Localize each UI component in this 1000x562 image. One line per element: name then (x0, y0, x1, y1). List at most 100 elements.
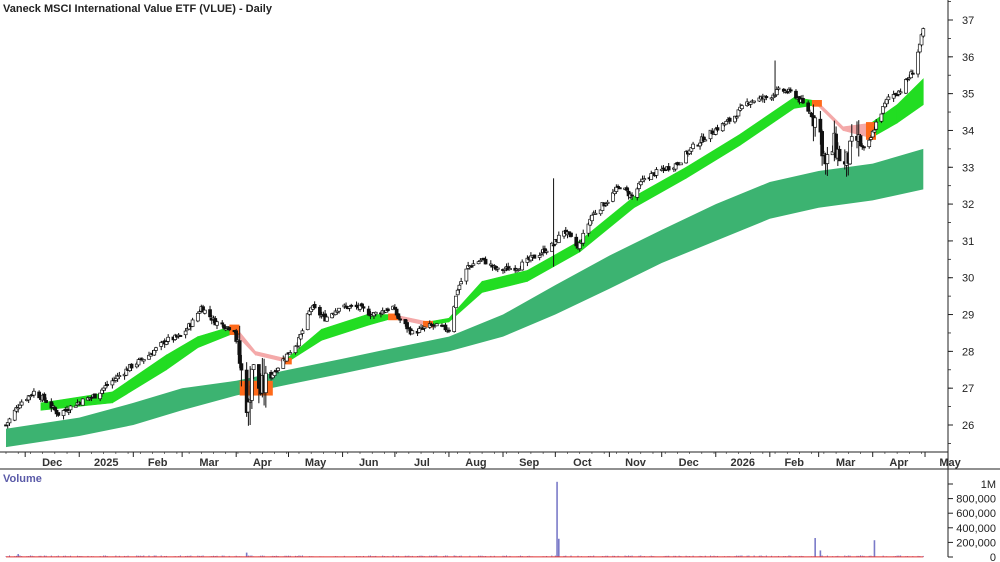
price-bar-body (98, 392, 103, 400)
price-bar-body (452, 306, 457, 332)
y-tick-label: 27 (962, 383, 974, 395)
price-bar-body (276, 367, 280, 371)
price-bar-body (556, 234, 561, 243)
volume-y-tick-label: 400,000 (956, 523, 996, 535)
y-tick-label: 31 (962, 236, 974, 248)
price-bar-body (764, 96, 769, 99)
price-bar-body (604, 203, 608, 206)
price-bar-body (447, 329, 451, 332)
y-tick-label: 36 (962, 52, 974, 64)
price-bar-body (244, 369, 249, 413)
price-bar-body (237, 340, 242, 364)
volume-title: Volume (3, 473, 42, 485)
x-tick-label: Apr (253, 457, 273, 469)
price-bar-body (300, 330, 305, 334)
x-tick-label: Dec (679, 457, 699, 469)
price-bar-body (18, 404, 22, 409)
x-tick-label: 2026 (731, 457, 755, 469)
price-bar-body (422, 326, 427, 329)
fast-ribbon-turn (388, 313, 399, 321)
price-bar-body (61, 410, 66, 416)
y-tick-label: 30 (962, 273, 974, 285)
price-bar-body (724, 121, 729, 125)
price-bar-body (858, 135, 863, 147)
price-bar-body (801, 98, 805, 104)
price-bar-body (93, 393, 97, 399)
price-bar-body (708, 129, 713, 140)
price-bar-body (42, 393, 47, 400)
price-bar-body (190, 319, 195, 327)
price-bar-body (818, 118, 823, 133)
price-bar-body (917, 43, 922, 53)
price-bar-body (872, 129, 877, 133)
price-bar-body (788, 89, 793, 92)
price-bar-body (624, 187, 629, 191)
price-bar-body (103, 385, 108, 389)
price-bar-body (736, 109, 741, 117)
price-bar-body (89, 396, 94, 399)
price-bar-body (630, 194, 634, 197)
price-bar-body (443, 324, 448, 331)
price-bar-body (325, 316, 329, 322)
price-bar-body (457, 284, 462, 290)
y-tick-label: 29 (962, 310, 974, 322)
price-bar-body (495, 267, 500, 270)
price-bar-body (666, 166, 671, 171)
price-bar-body (691, 143, 695, 149)
price-bar-body (239, 363, 244, 371)
x-tick-label: Feb (784, 457, 804, 469)
price-bar-body (52, 406, 57, 411)
x-tick-label: Apr (889, 457, 909, 469)
price-bar-body (373, 311, 378, 315)
volume-y-axis: 1M 800,000 600,000 400,000 200,000 0 (948, 479, 996, 562)
price-bar-body (537, 255, 542, 258)
price-bar-body (393, 307, 397, 309)
price-bar-body (649, 173, 654, 180)
price-bar-body (848, 140, 852, 165)
price-bar-body (837, 148, 842, 162)
price-bar-body (246, 401, 251, 413)
price-bar-body (396, 313, 401, 320)
price-bar-body (37, 391, 41, 399)
price-bar-body (220, 322, 225, 325)
price-bar-body (227, 327, 232, 331)
volume-y-tick-label: 600,000 (956, 508, 996, 520)
price-bar-body (51, 405, 55, 408)
x-tick-label: Mar (199, 457, 219, 469)
price-bar-body (195, 312, 200, 322)
price-bar-body (886, 96, 891, 101)
price-bar-body (874, 121, 879, 130)
price-bar-body (129, 363, 134, 369)
x-tick-label: May (939, 457, 961, 469)
price-bar-body (202, 309, 207, 314)
price-bar-body (617, 187, 622, 190)
y-tick-label: 37 (962, 15, 974, 27)
price-bar-body (539, 252, 544, 255)
price-bar-body (398, 318, 402, 321)
y-tick-label: 35 (962, 89, 974, 101)
price-bar-body (593, 212, 598, 215)
fast-ribbon-turn (811, 100, 822, 107)
price-bar-body (698, 142, 702, 147)
price-bar-body (80, 398, 85, 406)
price-bar-body (574, 236, 579, 247)
price-bar-body (32, 390, 36, 396)
price-bar-body (903, 79, 908, 94)
price-bar-body (349, 304, 354, 307)
price-bar-body (520, 261, 525, 271)
price-panel (4, 27, 926, 448)
volume-panel (5, 481, 924, 558)
price-bar-body (183, 330, 188, 336)
price-bar-body (12, 409, 17, 421)
fast-ribbon-segment (896, 78, 924, 124)
price-bar-body (141, 359, 146, 362)
price-bar-body (410, 330, 415, 335)
price-bar-body (806, 102, 811, 112)
price-bar-body (862, 146, 866, 149)
x-tick-label: Oct (573, 457, 592, 469)
price-bar-body (895, 94, 899, 97)
price-bar-body (298, 333, 303, 340)
price-bar-body (19, 401, 24, 406)
x-tick-label: May (305, 457, 327, 469)
price-bar-body (469, 265, 474, 268)
